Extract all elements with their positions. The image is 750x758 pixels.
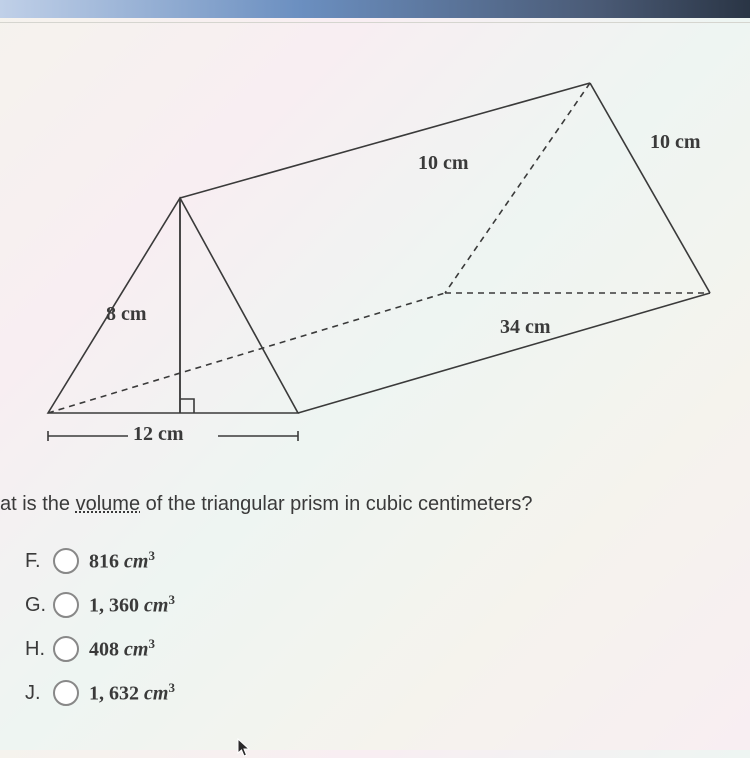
question-text: at is the volume of the triangular prism… <box>0 493 533 516</box>
radio-icon[interactable] <box>53 636 79 662</box>
label-slant-left: 10 cm <box>418 152 469 175</box>
prism-svg <box>0 23 750 453</box>
front-triangle <box>48 198 298 413</box>
radio-icon[interactable] <box>53 680 79 706</box>
label-slant-right: 10 cm <box>650 131 701 154</box>
ridge-edge <box>180 83 590 198</box>
option-value: 1, 632 cm3 <box>89 680 175 706</box>
option-letter: G. <box>25 594 53 617</box>
option-value: 408 cm3 <box>89 636 155 662</box>
option-letter: F. <box>25 550 53 573</box>
option-value: 1, 360 cm3 <box>89 592 175 618</box>
triangular-prism-diagram: 8 cm 12 cm 10 cm 10 cm 34 cm <box>0 23 750 423</box>
back-left-slant <box>445 83 590 293</box>
option-j[interactable]: J. 1, 632 cm3 <box>25 680 175 706</box>
label-length: 34 cm <box>500 316 551 339</box>
question-underlined: volume <box>76 493 140 515</box>
radio-icon[interactable] <box>53 548 79 574</box>
option-letter: H. <box>25 638 53 661</box>
option-value: 816 cm3 <box>89 548 155 574</box>
question-suffix: of the triangular prism in cubic centime… <box>140 493 532 515</box>
option-letter: J. <box>25 682 53 705</box>
answer-options: F. 816 cm3 G. 1, 360 cm3 H. 408 cm3 J. 1… <box>25 548 175 724</box>
right-angle-marker <box>180 399 194 413</box>
question-prefix: at is the <box>0 493 76 515</box>
option-h[interactable]: H. 408 cm3 <box>25 636 175 662</box>
option-f[interactable]: F. 816 cm3 <box>25 548 175 574</box>
label-height: 8 cm <box>106 303 147 326</box>
back-right-slant <box>590 83 710 293</box>
option-g[interactable]: G. 1, 360 cm3 <box>25 592 175 618</box>
right-bottom-edge <box>298 293 710 413</box>
label-base: 12 cm <box>133 423 184 446</box>
radio-icon[interactable] <box>53 592 79 618</box>
content-area: 8 cm 12 cm 10 cm 10 cm 34 cm at is the v… <box>0 22 750 750</box>
top-window-bar <box>0 0 750 18</box>
